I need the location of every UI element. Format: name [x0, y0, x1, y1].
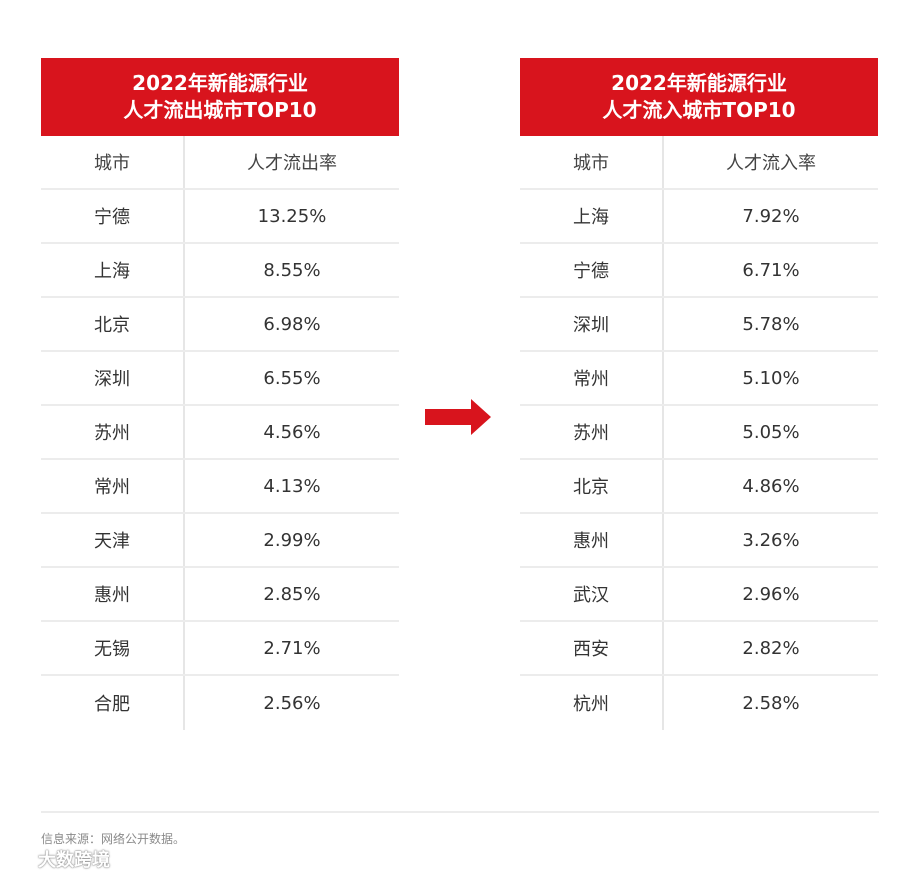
inflow-table: 2022年新能源行业 人才流入城市TOP10 城市 人才流入率 上海 7.92% … — [520, 58, 878, 730]
table-row: 惠州 2.85% — [41, 568, 399, 622]
inflow-title-line2: 人才流入城市TOP10 — [602, 98, 796, 122]
table-row: 上海 7.92% — [520, 190, 878, 244]
rate-cell: 5.05% — [742, 421, 800, 443]
city-cell: 北京 — [41, 298, 185, 350]
city-cell: 惠州 — [520, 514, 664, 566]
city-cell: 常州 — [41, 460, 185, 512]
city-cell: 北京 — [520, 460, 664, 512]
rate-cell: 5.10% — [742, 367, 800, 389]
rate-cell: 13.25% — [257, 205, 327, 227]
rate-cell: 8.55% — [263, 259, 321, 281]
city-cell: 深圳 — [41, 352, 185, 404]
outflow-title-line1: 2022年新能源行业 — [132, 71, 308, 95]
rate-cell: 2.56% — [263, 692, 321, 714]
table-row: 苏州 5.05% — [520, 406, 878, 460]
watermark: 大数跨境 — [4, 846, 110, 872]
table-row: 西安 2.82% — [520, 622, 878, 676]
table-row: 北京 4.86% — [520, 460, 878, 514]
rate-cell: 4.13% — [263, 475, 321, 497]
rate-cell: 6.71% — [742, 259, 800, 281]
city-cell: 合肥 — [41, 676, 185, 730]
watermark-logo-icon — [4, 847, 32, 872]
outflow-header-city: 城市 — [41, 136, 185, 188]
inflow-table-header: 城市 人才流入率 — [520, 136, 878, 190]
rate-cell: 4.86% — [742, 475, 800, 497]
city-cell: 无锡 — [41, 622, 185, 674]
rate-cell: 2.71% — [263, 637, 321, 659]
table-row: 无锡 2.71% — [41, 622, 399, 676]
rate-cell: 2.58% — [742, 692, 800, 714]
table-row: 常州 5.10% — [520, 352, 878, 406]
rate-cell: 3.26% — [742, 529, 800, 551]
outflow-table-header: 城市 人才流出率 — [41, 136, 399, 190]
table-row: 惠州 3.26% — [520, 514, 878, 568]
city-cell: 苏州 — [41, 406, 185, 458]
table-row: 上海 8.55% — [41, 244, 399, 298]
inflow-title-line1: 2022年新能源行业 — [611, 71, 787, 95]
footer-divider — [41, 811, 879, 813]
inflow-header-rate: 人才流入率 — [726, 153, 816, 174]
rate-cell: 2.85% — [263, 583, 321, 605]
city-cell: 西安 — [520, 622, 664, 674]
city-cell: 惠州 — [41, 568, 185, 620]
rate-cell: 4.56% — [263, 421, 321, 443]
table-row: 宁德 6.71% — [520, 244, 878, 298]
rate-cell: 7.92% — [742, 205, 800, 227]
city-cell: 苏州 — [520, 406, 664, 458]
city-cell: 武汉 — [520, 568, 664, 620]
rate-cell: 6.98% — [263, 313, 321, 335]
source-note: 信息来源：网络公开数据。 — [41, 832, 186, 846]
city-cell: 常州 — [520, 352, 664, 404]
city-cell: 宁德 — [41, 190, 185, 242]
outflow-header-rate: 人才流出率 — [247, 153, 337, 174]
city-cell: 上海 — [520, 190, 664, 242]
table-row: 深圳 6.55% — [41, 352, 399, 406]
city-cell: 上海 — [41, 244, 185, 296]
outflow-title-line2: 人才流出城市TOP10 — [123, 98, 317, 122]
city-cell: 深圳 — [520, 298, 664, 350]
outflow-table-title: 2022年新能源行业 人才流出城市TOP10 — [41, 58, 399, 136]
city-cell: 杭州 — [520, 676, 664, 730]
table-row: 合肥 2.56% — [41, 676, 399, 730]
table-row: 苏州 4.56% — [41, 406, 399, 460]
city-cell: 宁德 — [520, 244, 664, 296]
arrow-right-icon — [425, 397, 493, 441]
table-row: 杭州 2.58% — [520, 676, 878, 730]
rate-cell: 5.78% — [742, 313, 800, 335]
rate-cell: 2.99% — [263, 529, 321, 551]
outflow-table: 2022年新能源行业 人才流出城市TOP10 城市 人才流出率 宁德 13.25%… — [41, 58, 399, 730]
table-row: 天津 2.99% — [41, 514, 399, 568]
rate-cell: 2.82% — [742, 637, 800, 659]
rate-cell: 6.55% — [263, 367, 321, 389]
rate-cell: 2.96% — [742, 583, 800, 605]
watermark-text: 大数跨境 — [38, 850, 110, 871]
table-row: 深圳 5.78% — [520, 298, 878, 352]
inflow-table-title: 2022年新能源行业 人才流入城市TOP10 — [520, 58, 878, 136]
table-row: 北京 6.98% — [41, 298, 399, 352]
table-row: 武汉 2.96% — [520, 568, 878, 622]
table-row: 常州 4.13% — [41, 460, 399, 514]
city-cell: 天津 — [41, 514, 185, 566]
inflow-header-city: 城市 — [520, 136, 664, 188]
table-row: 宁德 13.25% — [41, 190, 399, 244]
